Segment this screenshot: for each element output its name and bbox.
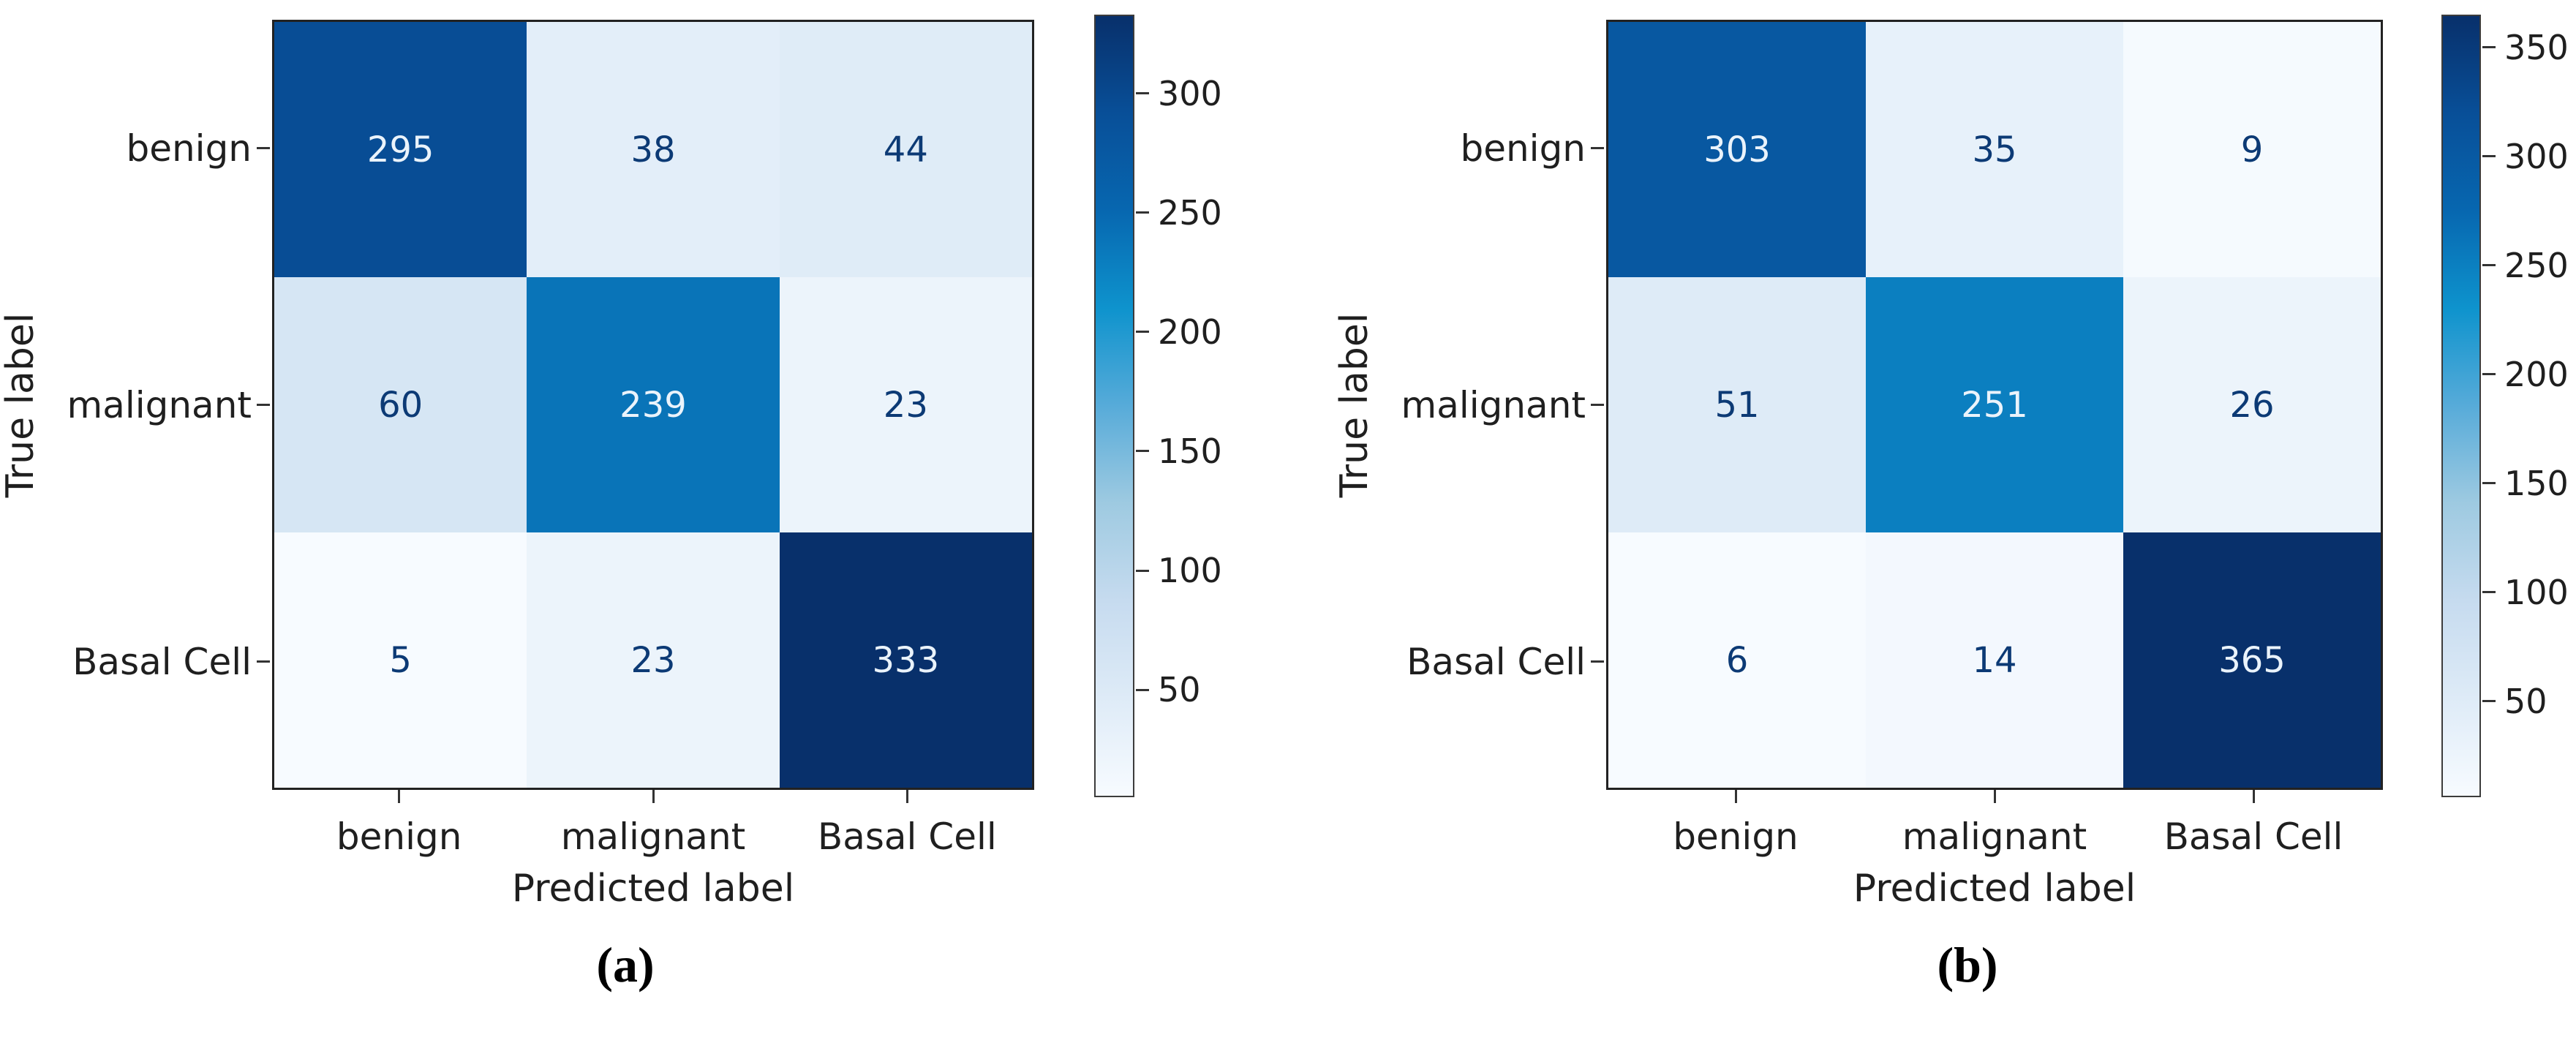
x-tick-label: Basal Cell xyxy=(2163,815,2343,858)
cell-value: 60 xyxy=(378,384,423,426)
y-tick-label: benign xyxy=(126,127,252,170)
colorbar-tick xyxy=(2482,264,2496,267)
heatmap-cell-r0c2: 44 xyxy=(779,22,1032,277)
colorbar-tick-label: 300 xyxy=(1158,73,1222,113)
colorbar-tick xyxy=(2482,482,2496,485)
colorbar-tick xyxy=(1136,688,1149,691)
heatmap-grid-b: 303 35 9 51 251 26 6 14 365 xyxy=(1608,22,2381,788)
colorbar-tick-label: 50 xyxy=(2504,681,2547,721)
cell-value: 6 xyxy=(1725,639,1749,681)
colorbar-tick-label: 300 xyxy=(2504,136,2569,176)
y-tick xyxy=(1591,404,1604,406)
colorbar-tick-label: 200 xyxy=(1158,312,1222,352)
colorbar-tick xyxy=(2482,373,2496,376)
y-tick-label: benign xyxy=(1460,127,1586,170)
cell-value: 251 xyxy=(1961,384,2028,426)
heatmap-cell-r2c2: 365 xyxy=(2123,532,2381,788)
heatmap-b: 303 35 9 51 251 26 6 14 365 xyxy=(1606,20,2383,790)
heatmap-cell-r1c0: 60 xyxy=(274,277,527,532)
x-axis-title: Predicted label xyxy=(1853,867,2136,911)
colorbar-tick xyxy=(2482,591,2496,594)
heatmap-cell-r2c2: 333 xyxy=(779,532,1032,788)
colorbar-tick xyxy=(1136,450,1149,453)
colorbar-tick xyxy=(2482,155,2496,158)
cell-value: 38 xyxy=(630,129,676,170)
heatmap-cell-r0c2: 9 xyxy=(2123,22,2381,277)
colorbar-tick-label: 50 xyxy=(1158,670,1201,710)
colorbar-tick-label: 250 xyxy=(2504,245,2569,285)
x-axis-title: Predicted label xyxy=(511,867,795,911)
cell-value: 9 xyxy=(2240,129,2264,170)
y-tick xyxy=(257,660,270,663)
heatmap-cell-r2c1: 14 xyxy=(1866,532,2123,788)
heatmap-cell-r0c1: 38 xyxy=(527,22,780,277)
colorbar-tick xyxy=(1136,211,1149,214)
x-tick xyxy=(1734,790,1737,803)
y-tick-label: Basal Cell xyxy=(72,640,252,683)
x-tick xyxy=(2252,790,2255,803)
colorbar-tick-label: 150 xyxy=(2504,463,2569,503)
x-tick-label: benign xyxy=(1673,815,1799,858)
x-tick-label: Basal Cell xyxy=(817,815,997,858)
y-tick-label: malignant xyxy=(67,383,252,426)
cell-value: 5 xyxy=(389,639,412,681)
y-tick xyxy=(257,404,270,406)
colorbar-tick xyxy=(1136,569,1149,572)
cell-value: 365 xyxy=(2218,639,2286,681)
x-tick xyxy=(398,790,401,803)
cell-value: 239 xyxy=(619,384,687,426)
colorbar-a xyxy=(1094,15,1134,797)
heatmap-cell-r0c1: 35 xyxy=(1866,22,2123,277)
x-tick-label: malignant xyxy=(1902,815,2087,858)
heatmap-cell-r2c0: 6 xyxy=(1608,532,1866,788)
colorbar-tick xyxy=(1136,92,1149,95)
cell-value: 14 xyxy=(1972,639,2017,681)
colorbar-tick-label: 100 xyxy=(1158,551,1222,591)
heatmap-cell-r1c1: 251 xyxy=(1866,277,2123,532)
cell-value: 23 xyxy=(630,639,676,681)
cell-value: 303 xyxy=(1703,129,1771,170)
heatmap-cell-r1c2: 26 xyxy=(2123,277,2381,532)
cell-value: 26 xyxy=(2229,384,2275,426)
cell-value: 295 xyxy=(366,129,434,170)
x-tick xyxy=(905,790,908,803)
colorbar-tick-label: 200 xyxy=(2504,354,2569,394)
cell-value: 333 xyxy=(872,639,940,681)
heatmap-cell-r1c2: 23 xyxy=(779,277,1032,532)
x-tick xyxy=(1993,790,1996,803)
colorbar-tick xyxy=(2482,46,2496,49)
colorbar-tick-label: 150 xyxy=(1158,431,1222,471)
heatmap-a: 295 38 44 60 239 23 5 23 333 xyxy=(272,20,1034,790)
colorbar-tick xyxy=(1136,331,1149,334)
heatmap-cell-r0c0: 295 xyxy=(274,22,527,277)
y-tick-label: Basal Cell xyxy=(1406,640,1586,683)
heatmap-cell-r1c1: 239 xyxy=(527,277,780,532)
cell-value: 44 xyxy=(883,129,928,170)
colorbar-tick xyxy=(2482,700,2496,703)
colorbar-tick-label: 100 xyxy=(2504,572,2569,612)
heatmap-cell-r1c0: 51 xyxy=(1608,277,1866,532)
heatmap-cell-r0c0: 303 xyxy=(1608,22,1866,277)
colorbar-tick-label: 250 xyxy=(1158,192,1222,233)
panel-caption-a: (a) xyxy=(596,937,655,992)
cell-value: 23 xyxy=(883,384,928,426)
heatmap-cell-r2c1: 23 xyxy=(527,532,780,788)
panel-caption-b: (b) xyxy=(1937,937,1998,992)
x-tick-label: benign xyxy=(336,815,462,858)
cell-value: 51 xyxy=(1714,384,1760,426)
cell-value: 35 xyxy=(1972,129,2017,170)
y-tick xyxy=(1591,660,1604,663)
y-tick xyxy=(257,147,270,149)
x-tick xyxy=(652,790,655,803)
colorbar-b xyxy=(2441,15,2481,797)
heatmap-cell-r2c0: 5 xyxy=(274,532,527,788)
y-tick-label: malignant xyxy=(1401,383,1586,426)
x-tick-label: malignant xyxy=(560,815,746,858)
y-tick xyxy=(1591,147,1604,149)
heatmap-grid-a: 295 38 44 60 239 23 5 23 333 xyxy=(274,22,1032,788)
colorbar-tick-label: 350 xyxy=(2504,27,2569,67)
